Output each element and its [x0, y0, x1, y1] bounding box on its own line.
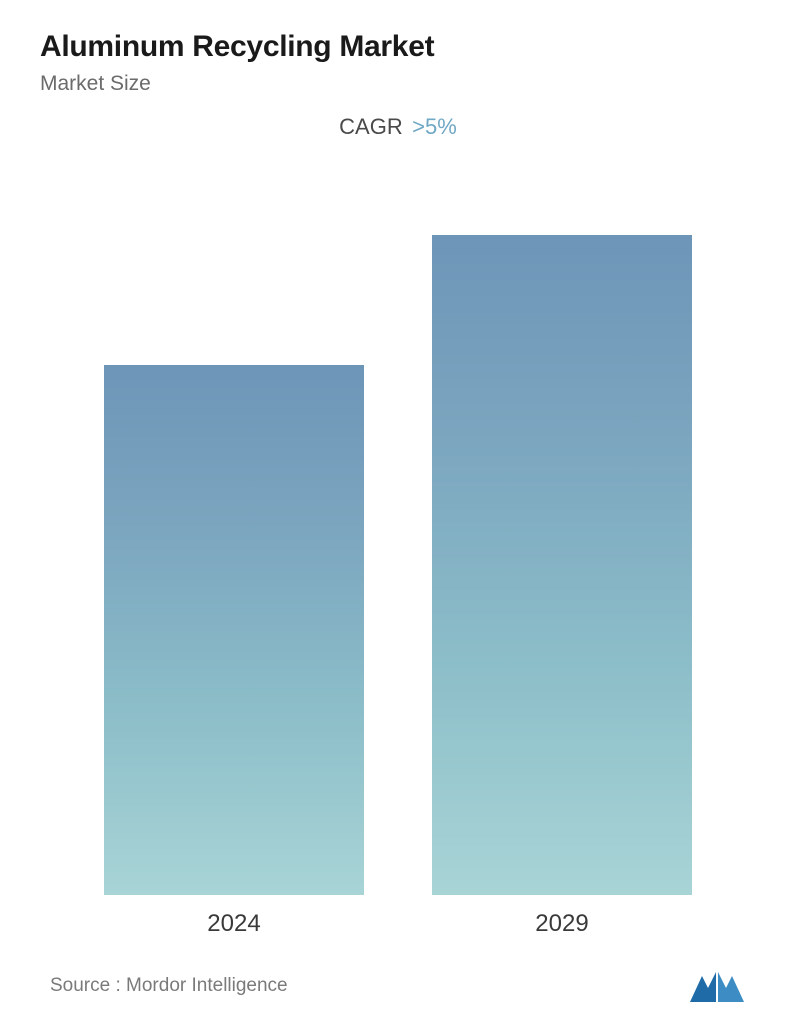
- bar-2029: [432, 235, 692, 895]
- bar-chart-area: 2024 2029: [40, 180, 756, 938]
- cagr-display: CAGR >5%: [40, 114, 756, 140]
- source-attribution: Source : Mordor Intelligence: [50, 975, 288, 997]
- chart-footer: Source : Mordor Intelligence: [40, 948, 756, 1014]
- bar-group-2029: 2029: [432, 235, 692, 938]
- cagr-value: >5%: [412, 114, 457, 139]
- bar-label-2029: 2029: [535, 910, 588, 938]
- mordor-logo-icon: [688, 968, 746, 1004]
- chart-title: Aluminum Recycling Market: [40, 30, 756, 64]
- bar-label-2024: 2024: [207, 910, 260, 938]
- chart-subtitle: Market Size: [40, 72, 756, 96]
- chart-container: Aluminum Recycling Market Market Size CA…: [0, 0, 796, 1034]
- bar-2024: [104, 365, 364, 895]
- cagr-label: CAGR: [339, 114, 403, 139]
- bar-group-2024: 2024: [104, 365, 364, 938]
